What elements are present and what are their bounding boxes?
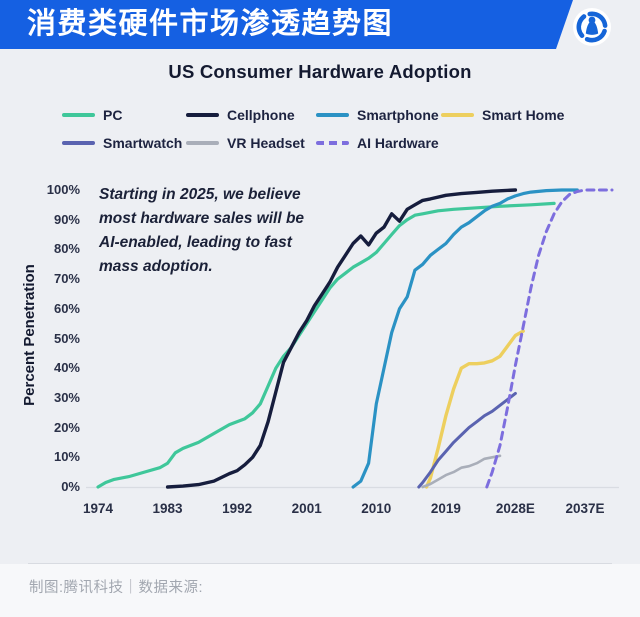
legend-swatch-vr-headset xyxy=(186,141,219,145)
legend-item-smartwatch: Smartwatch xyxy=(62,133,182,153)
annotation-line: Starting in 2025, we believe xyxy=(99,186,301,203)
legend-label-smart-home: Smart Home xyxy=(482,107,565,123)
legend-label-smartwatch: Smartwatch xyxy=(103,135,183,151)
x-tick-1983: 1983 xyxy=(152,501,183,516)
y-tick-70: 70% xyxy=(53,271,80,287)
annotation-line: most hardware sales will be xyxy=(99,210,305,227)
legend-label-ai-hardware: AI Hardware xyxy=(357,135,439,151)
y-tick-40: 40% xyxy=(53,360,80,376)
series-line-vr-headset xyxy=(421,454,502,489)
y-tick-20: 20% xyxy=(53,419,80,435)
series-line-cellphone xyxy=(165,188,518,489)
annotation-line: mass adoption. xyxy=(99,258,213,275)
annotation-line: AI-enabled, leading to fast xyxy=(99,234,292,251)
x-tick-2001: 2001 xyxy=(291,501,322,516)
legend-item-vr-headset: VR Headset xyxy=(186,133,305,153)
legend-swatch-smart-home xyxy=(441,113,474,117)
footer-divider xyxy=(28,563,612,564)
y-tick-0: 0% xyxy=(61,479,80,494)
y-tick-10: 10% xyxy=(53,449,80,465)
series-line-smartwatch xyxy=(417,391,517,489)
x-tick-2019: 2019 xyxy=(430,501,461,516)
x-tick-2010: 2010 xyxy=(361,501,392,516)
legend-swatch-pc xyxy=(62,113,95,117)
legend-label-pc: PC xyxy=(103,107,123,123)
y-tick-50: 50% xyxy=(53,330,80,346)
legend-swatch-smartwatch xyxy=(62,141,95,145)
banner-title: 消费类硬件市场渗透趋势图 xyxy=(27,8,394,40)
x-tick-1974: 1974 xyxy=(82,501,114,516)
series-line-smartphone xyxy=(351,188,579,489)
y-tick-30: 30% xyxy=(53,389,80,405)
y-tick-100: 100% xyxy=(46,182,80,197)
y-tick-90: 90% xyxy=(53,211,80,227)
x-tick-2028E: 2028E xyxy=(495,501,535,516)
series-line-pc xyxy=(96,201,556,489)
legend-label-smartphone: Smartphone xyxy=(357,107,439,123)
chart-annotation: Starting in 2025, we believe most hardwar… xyxy=(99,183,304,279)
y-tick-80: 80% xyxy=(53,241,80,257)
legend-item-ai-hardware: AI Hardware xyxy=(316,133,439,153)
footer-credit: 制图:腾讯科技｜数据来源: xyxy=(29,580,204,596)
x-tick-1992: 1992 xyxy=(222,501,253,516)
footer: 制图:腾讯科技｜数据来源: xyxy=(0,563,640,617)
legend-label-vr-headset: VR Headset xyxy=(227,135,305,151)
y-tick-60: 60% xyxy=(53,300,80,316)
chart-title: US Consumer Hardware Adoption xyxy=(168,61,472,82)
legend-item-smartphone: Smartphone xyxy=(316,105,439,125)
header-banner: 消费类硬件市场渗透趋势图 xyxy=(0,0,573,49)
series-line-smart-home xyxy=(424,329,525,489)
legend-swatch-cellphone xyxy=(186,113,219,117)
legend-item-cellphone: Cellphone xyxy=(186,105,295,125)
legend-swatch-smartphone xyxy=(316,113,349,117)
legend-item-pc: PC xyxy=(62,105,122,125)
legend-swatch-ai-hardware xyxy=(316,141,349,145)
x-tick-2037E: 2037E xyxy=(565,501,605,516)
legend-item-smart-home: Smart Home xyxy=(441,105,564,125)
tencent-tech-logo-icon xyxy=(572,7,612,47)
series-line-ai-hardware xyxy=(485,188,614,489)
legend-label-cellphone: Cellphone xyxy=(227,107,295,123)
